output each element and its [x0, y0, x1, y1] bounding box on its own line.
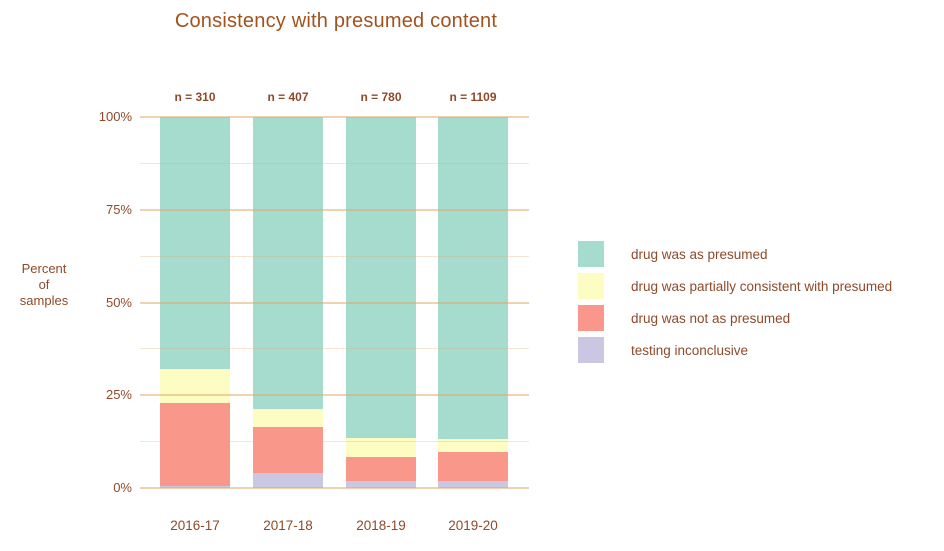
- x-tick-label: 2017-18: [263, 518, 313, 533]
- gridline-major: [140, 116, 529, 118]
- gridline-minor: [140, 441, 529, 443]
- legend-item: drug was as presumed: [578, 241, 892, 267]
- gridline-minor: [140, 162, 529, 164]
- gridline-minor: [140, 255, 529, 257]
- x-tick-label: 2016-17: [170, 518, 220, 533]
- legend-swatch-as-presumed: [578, 241, 604, 267]
- y-tick-label: 25%: [105, 387, 132, 403]
- bar-n-label: n = 1109: [449, 90, 497, 104]
- y-axis-title-line: Percent: [21, 261, 67, 276]
- plot-area: [140, 116, 529, 489]
- bar-segment: [438, 439, 508, 452]
- y-tick-label: 75%: [105, 201, 132, 217]
- gridline-major: [140, 394, 529, 397]
- legend-label: drug was not as presumed: [631, 310, 791, 326]
- legend-swatch-partially-consistent: [578, 273, 604, 299]
- legend-item: drug was partially consistent with presu…: [578, 273, 892, 299]
- x-tick-label: 2018-19: [356, 518, 406, 533]
- bar-segment: [438, 481, 508, 488]
- bar-segment: [438, 117, 508, 439]
- bar-segment: [253, 473, 323, 488]
- bar-segment: [253, 409, 323, 427]
- y-axis-title-line: of: [38, 277, 50, 292]
- bar-segment: [346, 480, 416, 488]
- y-tick-label: 100%: [98, 109, 132, 124]
- bar-segment: [346, 456, 416, 481]
- bar-segment: [346, 117, 416, 439]
- y-tick-label: 0%: [113, 480, 132, 495]
- bar-segment: [160, 117, 230, 370]
- bar-n-label: n = 780: [360, 90, 402, 104]
- bar-segment: [160, 402, 230, 487]
- x-tick-label: 2019-20: [448, 518, 498, 533]
- bar-n-label: n = 407: [267, 90, 309, 104]
- gridline-major: [140, 487, 529, 489]
- bar-segment: [253, 117, 323, 409]
- legend: drug was as presumed drug was partially …: [578, 241, 892, 369]
- bar-n-label: n = 310: [174, 90, 216, 104]
- bar-segment: [253, 426, 323, 474]
- gridline-minor: [140, 348, 529, 350]
- bar-segment: [438, 451, 508, 481]
- legend-item: testing inconclusive: [578, 337, 892, 363]
- chart-title: Consistency with presumed content: [174, 10, 498, 32]
- legend-label: drug was partially consistent with presu…: [631, 278, 893, 294]
- y-axis-title-line: samples: [19, 293, 69, 308]
- bar-segment: [346, 438, 416, 457]
- y-tick-label: 50%: [105, 294, 132, 310]
- legend-item: drug was not as presumed: [578, 305, 892, 331]
- bar-segment: [160, 369, 230, 403]
- legend-label: drug was as presumed: [631, 246, 768, 262]
- legend-swatch-inconclusive: [578, 337, 604, 363]
- gridline-major: [140, 301, 529, 304]
- legend-swatch-not-as-presumed: [578, 305, 604, 331]
- y-axis-title: Percent of samples: [6, 261, 82, 309]
- gridline-major: [140, 208, 529, 211]
- legend-label: testing inconclusive: [631, 342, 749, 358]
